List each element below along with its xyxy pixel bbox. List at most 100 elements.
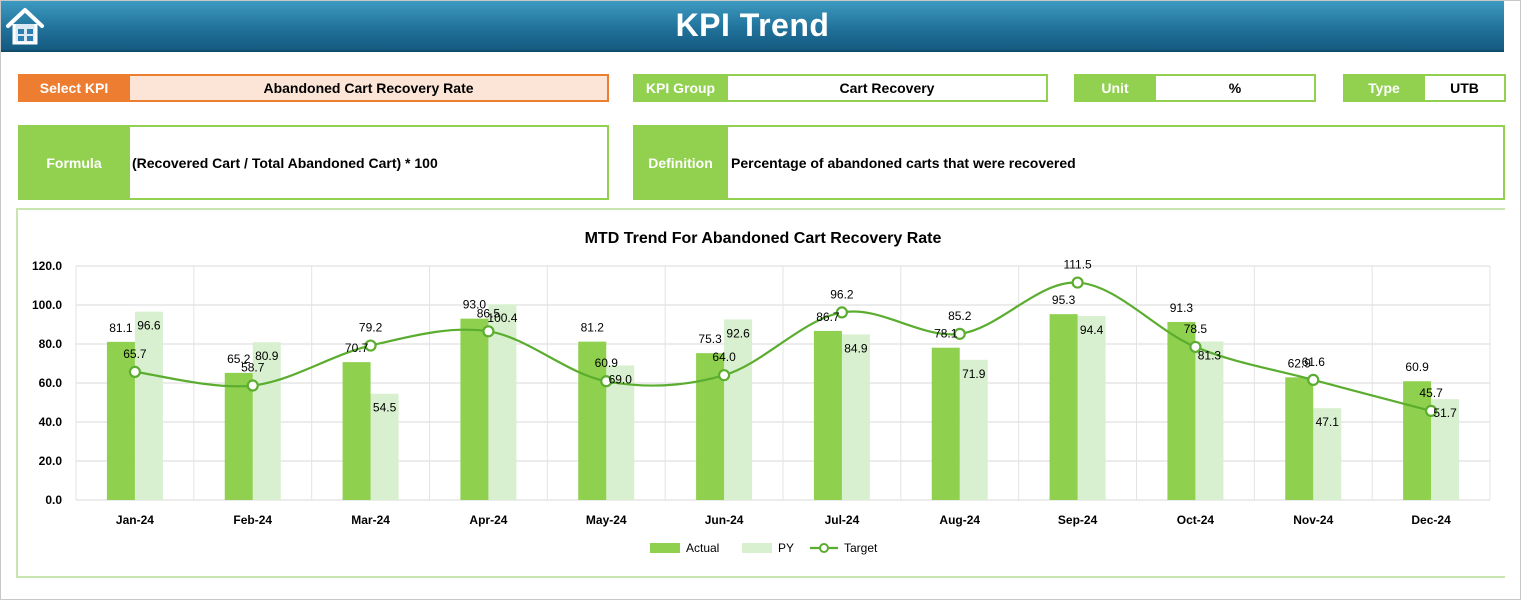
bar-actual [1049, 314, 1078, 500]
target-point [1424, 404, 1438, 417]
data-label-actual: 65.2 [227, 352, 251, 366]
bar-py [724, 319, 753, 500]
legend-label-actual: Actual [686, 541, 719, 555]
bar-py [1313, 408, 1342, 500]
data-label-target: 65.7 [123, 347, 147, 361]
data-label-target: 60.9 [595, 356, 619, 370]
data-label-py: 80.9 [255, 349, 279, 363]
definition-box [633, 125, 1505, 200]
target-point [835, 306, 849, 319]
bar-actual [813, 330, 842, 500]
page-title: KPI Trend [675, 7, 830, 43]
data-label-py: 81.3 [1198, 348, 1222, 362]
target-point [246, 379, 259, 392]
x-tick-label: Jun-24 [705, 513, 744, 527]
data-label-py: 54.5 [373, 401, 397, 415]
data-label-target: 78.5 [1184, 322, 1208, 336]
bar-actual [106, 341, 135, 500]
x-tick-label: Jan-24 [116, 513, 154, 527]
bar-py [134, 311, 163, 500]
chart-title: MTD Trend For Abandoned Cart Recovery Ra… [585, 230, 942, 247]
bar-py [1195, 341, 1224, 500]
bar-actual [578, 341, 607, 500]
y-axis-ticks: 0.0 20.0 40.0 60.0 80.0 100.0 120.0 [32, 259, 62, 507]
data-label-py: 47.1 [1316, 415, 1340, 429]
target-line [128, 276, 1438, 417]
bar-py [841, 334, 870, 500]
data-label-py: 94.4 [1080, 323, 1104, 337]
data-label-actual: 81.2 [581, 321, 605, 335]
trend-chart: MTD Trend For Abandoned Cart Recovery Ra… [32, 230, 1491, 555]
formula-value: (Recovered Cart / Total Abandoned Cart) … [132, 154, 438, 171]
data-label-actual: 81.1 [109, 321, 133, 335]
y-tick-label: 0.0 [45, 493, 62, 507]
bar-py [370, 393, 399, 500]
legend-label-py: PY [778, 541, 794, 555]
data-label-target: 58.7 [241, 361, 265, 375]
x-tick-label: Sep-24 [1058, 513, 1098, 527]
y-tick-label: 100.0 [32, 298, 62, 312]
data-label-target: 61.6 [1302, 355, 1326, 369]
target-line-path [134, 281, 1432, 412]
bar-py [959, 359, 988, 500]
bar-actual [460, 318, 489, 500]
target-point [1071, 276, 1084, 289]
legend-label-target: Target [844, 541, 878, 555]
target-point [482, 325, 495, 338]
type-label: Type [1343, 74, 1425, 102]
x-tick-label: Mar-24 [351, 513, 390, 527]
data-label-py: 69.0 [609, 372, 633, 386]
bar-py [1431, 399, 1460, 500]
data-label-py: 92.6 [726, 326, 750, 340]
legend-swatch-actual [650, 543, 680, 553]
bar-actual [1285, 377, 1314, 500]
data-label-actual: 95.3 [1052, 293, 1076, 307]
bar-actual [1167, 321, 1196, 500]
chart-grid [75, 265, 1491, 501]
home-icon[interactable] [4, 5, 46, 47]
bar-py [252, 342, 281, 500]
y-tick-label: 20.0 [39, 454, 63, 468]
x-tick-label: Aug-24 [939, 513, 980, 527]
data-label-actual: 70.7 [345, 341, 369, 355]
chart-bars [106, 304, 1460, 500]
formula-label: Formula [18, 125, 130, 200]
target-point [600, 375, 613, 388]
target-point [364, 339, 377, 352]
data-label-actual: 75.3 [698, 332, 722, 346]
type-value: UTB [1450, 80, 1479, 96]
bar-actual [931, 347, 960, 500]
x-axis-ticks: Jan-24 Feb-24 Mar-24 Apr-24 May-24 Jun-24 Jul-… [116, 513, 1451, 527]
data-label-actual: 91.3 [1170, 301, 1194, 315]
bar-py [606, 365, 635, 500]
data-label-target: 79.2 [359, 321, 383, 335]
definition-value: Percentage of abandoned carts that were … [731, 154, 1076, 171]
data-label-target: 86.5 [477, 306, 501, 320]
bar-actual [342, 362, 371, 500]
y-tick-label: 80.0 [39, 337, 63, 351]
data-label-actual: 62.9 [1288, 356, 1312, 370]
x-tick-label: Dec-24 [1411, 513, 1451, 527]
unit-value: % [1228, 80, 1242, 96]
target-point [717, 369, 731, 382]
select-kpi-dropdown[interactable]: Abandoned Cart Recovery Rate [130, 76, 607, 100]
x-tick-label: Oct-24 [1177, 513, 1215, 527]
legend-marker-target [819, 543, 829, 553]
target-point [128, 365, 142, 378]
data-label-py: 84.9 [844, 341, 868, 355]
kpi-group-label: KPI Group [633, 74, 728, 102]
x-tick-label: Feb-24 [233, 513, 272, 527]
x-tick-label: May-24 [586, 513, 627, 527]
data-label-target: 111.5 [1063, 258, 1092, 272]
chart-panel: MTD Trend For Abandoned Cart Recovery Ra… [16, 208, 1505, 578]
definition-label: Definition [633, 125, 728, 200]
unit-label: Unit [1074, 74, 1156, 102]
bar-py [1077, 315, 1106, 500]
y-tick-label: 120.0 [32, 259, 62, 273]
legend-swatch-py [742, 543, 772, 553]
data-label-py: 71.9 [962, 367, 986, 381]
data-label-actual: 93.0 [463, 298, 487, 312]
y-tick-label: 40.0 [39, 415, 63, 429]
target-point [1189, 340, 1202, 354]
